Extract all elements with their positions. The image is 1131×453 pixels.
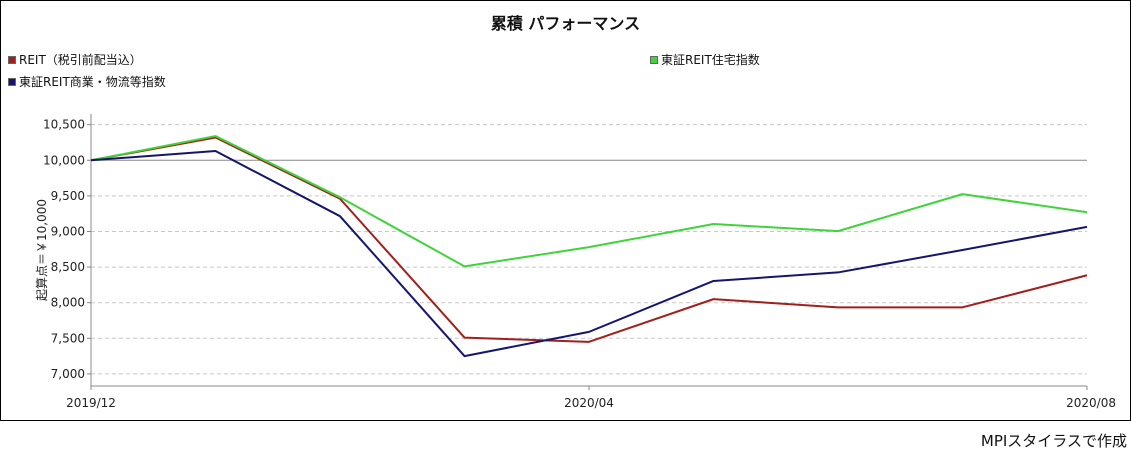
y-axis-label: 起算点＝￥10,000 [34, 199, 49, 301]
footer-credit: MPIスタイラスで作成 [980, 432, 1127, 450]
x-tick-label: 2020/08 [1066, 396, 1116, 410]
x-tick-label: 2019/12 [66, 396, 116, 410]
legend-swatch [650, 55, 658, 64]
legend-swatch [8, 55, 16, 64]
legend-label: 東証REIT商業・物流等指数 [19, 75, 166, 89]
chart-title: 累積 パフォーマンス [490, 14, 641, 33]
legend-swatch [8, 77, 16, 86]
x-tick-label: 2020/04 [564, 396, 614, 410]
y-tick-label: 10,500 [43, 118, 85, 132]
y-tick-label: 10,000 [43, 153, 85, 167]
legend-item-reit: REIT（税引前配当込） [8, 51, 142, 68]
legend-label: REIT（税引前配当込） [19, 53, 142, 67]
y-tick-label: 7,500 [51, 331, 85, 345]
legend-label: 東証REIT住宅指数 [661, 53, 760, 67]
series-line-2 [90, 150, 1088, 358]
legend-item-residential: 東証REIT住宅指数 [650, 51, 760, 68]
y-tick-label: 8,000 [51, 296, 85, 310]
series-line-0 [90, 136, 1088, 343]
y-tick-label: 9,500 [51, 189, 85, 203]
y-tick-label: 8,500 [51, 260, 85, 274]
y-tick-label: 7,000 [51, 367, 85, 381]
series-line-1 [90, 135, 1088, 268]
line-chart: 7,000 7,500 8,000 8,500 9,000 9,500 10,000 10,5… [34, 114, 1116, 410]
y-tick-label: 9,000 [51, 224, 85, 238]
legend-item-commercial: 東証REIT商業・物流等指数 [8, 73, 166, 90]
